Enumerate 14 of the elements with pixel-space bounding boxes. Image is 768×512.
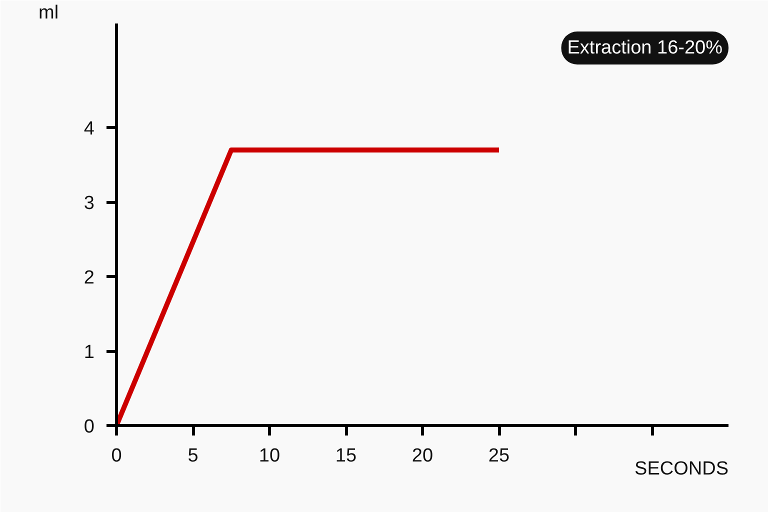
y-tick-label: 4 (84, 118, 95, 140)
x-tick-label: 15 (335, 446, 357, 466)
x-axis-title: SECONDS (634, 458, 729, 480)
x-tick-label: 25 (488, 446, 510, 466)
x-tick-label: 0 (111, 446, 122, 466)
y-tick-label: 1 (84, 342, 95, 364)
x-tick-label: 10 (258, 446, 280, 466)
y-axis-title: ml (38, 2, 59, 24)
y-tick-label: 2 (84, 268, 95, 289)
x-tick-label: 20 (412, 446, 434, 466)
y-tick-label: 3 (84, 193, 95, 214)
annotation: Extraction 16-20% (567, 38, 723, 58)
y-tick-label: 0 (84, 416, 95, 438)
x-tick-label: 5 (188, 446, 198, 466)
